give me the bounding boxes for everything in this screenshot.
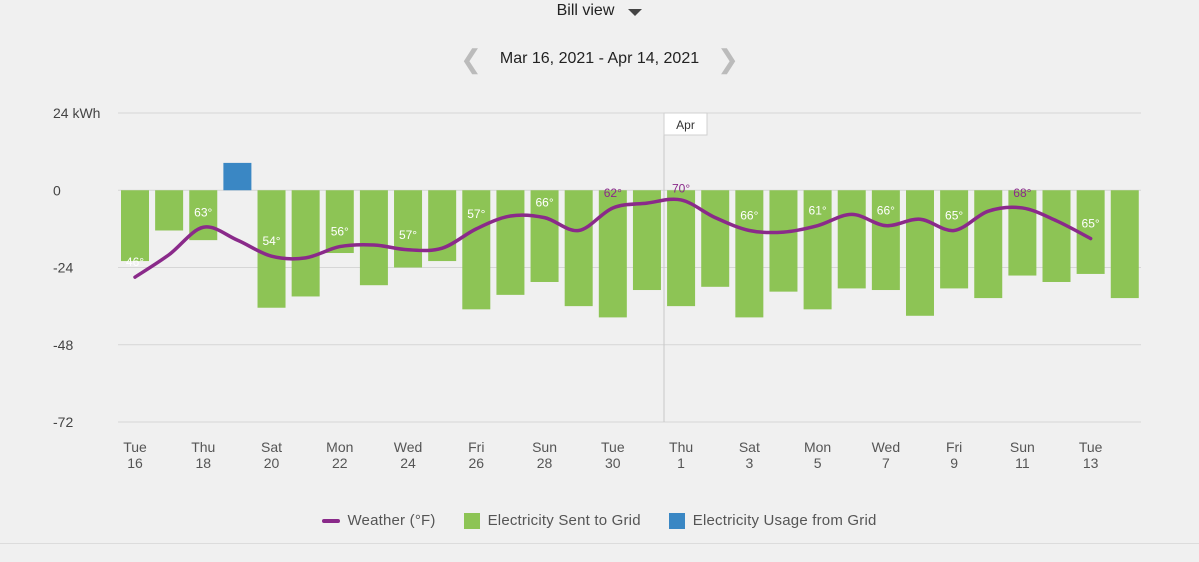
legend-weather[interactable]: Weather (°F) [322, 512, 435, 529]
sent-bar [803, 190, 832, 310]
legend-weather-label: Weather (°F) [347, 512, 436, 529]
chart-legend: Weather (°F) Electricity Sent to Grid El… [0, 512, 1199, 529]
x-tick-date: 1 [677, 455, 685, 471]
sent-bar [1042, 190, 1071, 282]
sent-bar [1008, 190, 1037, 276]
x-tick-day: Sat [739, 439, 760, 455]
temperature-label: 66° [535, 196, 553, 210]
x-tick-day: Sun [1010, 439, 1035, 455]
x-tick-date: 24 [400, 455, 416, 471]
y-tick-label: -72 [53, 414, 73, 430]
sent-bar [598, 190, 627, 318]
month-marker-box [663, 112, 708, 136]
x-tick-date: 16 [127, 455, 143, 471]
x-tick-date: 7 [882, 455, 890, 471]
temperature-label: 61° [809, 204, 827, 218]
usage-swatch [668, 512, 685, 529]
x-tick-date: 26 [469, 455, 485, 471]
bill-view-dropdown[interactable]: Bill view [0, 2, 1199, 20]
y-tick-label: 24 kWh [53, 105, 100, 121]
y-tick-label: -48 [53, 337, 73, 353]
usage-bar [223, 162, 252, 191]
x-tick-date: 22 [332, 455, 348, 471]
weather-line [133, 197, 1093, 279]
y-tick-label: 0 [53, 182, 61, 198]
x-tick-date: 18 [195, 455, 211, 471]
sent-bar [359, 190, 388, 286]
chevron-right-icon[interactable]: ❯ [717, 44, 739, 74]
legend-sent-label: Electricity Sent to Grid [487, 512, 641, 529]
x-tick-day: Sun [532, 439, 557, 455]
sent-bar [291, 190, 320, 297]
bill-view-label: Bill view [556, 2, 615, 19]
sent-bar [121, 190, 149, 262]
y-tick-label: -24 [53, 260, 73, 276]
weather-line-swatch [322, 518, 341, 523]
sent-bar [257, 190, 286, 308]
temperature-label: 57° [399, 228, 417, 242]
temperature-label: 70° [672, 181, 690, 195]
legend-usage-label: Electricity Usage from Grid [692, 512, 877, 529]
x-tick-date: 9 [950, 455, 958, 471]
temperature-label: 56° [331, 225, 349, 239]
temperature-label: 68° [1013, 186, 1031, 200]
x-tick-day: Tue [1079, 439, 1103, 455]
temperature-label: 66° [877, 204, 895, 218]
caret-down-icon [628, 8, 643, 16]
x-tick-day: Mon [326, 439, 353, 455]
x-tick-date: 11 [1015, 455, 1030, 471]
sent-bar [940, 190, 969, 289]
legend-usage-from-grid[interactable]: Electricity Usage from Grid [668, 512, 877, 529]
x-tick-date: 13 [1083, 455, 1099, 471]
bottom-divider [0, 543, 1199, 544]
sent-bar [632, 190, 661, 291]
sent-bar [462, 190, 491, 310]
temperature-label: 65° [1082, 217, 1100, 231]
temperature-label: 57° [467, 207, 485, 221]
month-marker-label: Apr [676, 118, 695, 132]
energy-chart: 24 kWh 0 -24 -48 -72 Apr 46° 63° 54° 56° 57° 57° 66°… [53, 105, 1141, 471]
sent-bar [155, 190, 184, 231]
x-tick-date: 28 [537, 455, 553, 471]
sent-bar [769, 190, 798, 292]
x-tick-day: Thu [191, 439, 215, 455]
x-tick-date: 3 [745, 455, 753, 471]
temperature-label: 65° [945, 208, 963, 222]
x-tick-day: Fri [468, 439, 484, 455]
x-tick-day: Wed [872, 439, 901, 455]
temperature-label: 62° [604, 186, 622, 200]
temperature-label: 54° [262, 234, 280, 248]
x-tick-day: Tue [123, 439, 147, 455]
sent-bar [530, 190, 559, 282]
temperature-label: 66° [740, 208, 758, 222]
x-tick-date: 30 [605, 455, 621, 471]
sent-bar [701, 190, 730, 287]
sent-bar [1110, 190, 1139, 299]
sent-bar [974, 190, 1003, 299]
x-tick-day: Wed [394, 439, 423, 455]
x-tick-day: Thu [669, 439, 693, 455]
x-tick-day: Mon [804, 439, 831, 455]
x-tick-day: Tue [601, 439, 625, 455]
sent-bar [564, 190, 593, 307]
x-tick-date: 5 [814, 455, 822, 471]
date-range-label: Mar 16, 2021 - Apr 14, 2021 [499, 50, 700, 67]
sent-bar [871, 190, 900, 291]
sent-bar [325, 190, 354, 254]
chevron-left-icon[interactable]: ❮ [460, 44, 482, 74]
sent-bar [837, 190, 866, 289]
sent-bar [496, 190, 525, 295]
x-tick-date: 20 [264, 455, 280, 471]
sent-bar [394, 190, 423, 268]
sent-bar [735, 190, 764, 318]
sent-bar [905, 190, 934, 316]
sent-swatch [463, 512, 480, 529]
temperature-label: 63° [194, 205, 212, 219]
legend-sent-to-grid[interactable]: Electricity Sent to Grid [463, 512, 641, 529]
date-navigator: ❮ Mar 16, 2021 - Apr 14, 2021 ❯ [0, 44, 1199, 74]
x-tick-day: Fri [946, 439, 962, 455]
x-tick-day: Sat [261, 439, 282, 455]
sent-bar [667, 190, 696, 307]
temperature-label: 46° [126, 255, 144, 269]
